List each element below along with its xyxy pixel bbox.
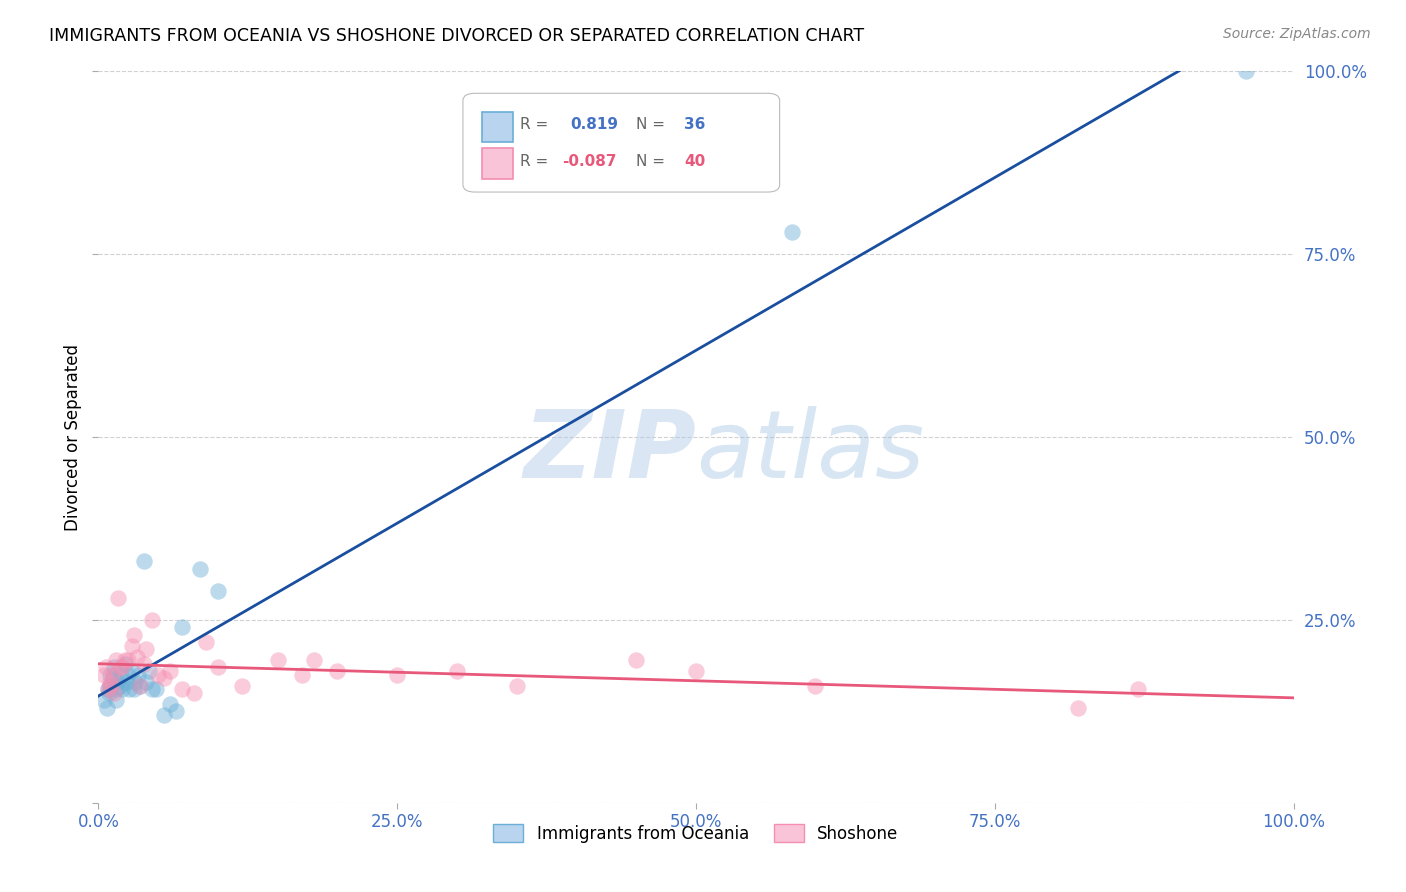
Point: [93, 693, 115, 707]
Point: [326, 664, 349, 678]
Point: [105, 682, 128, 697]
Point: [207, 583, 229, 598]
Point: [124, 627, 146, 641]
Text: 36: 36: [685, 117, 706, 132]
Point: [108, 660, 131, 674]
Point: [132, 554, 155, 568]
Point: [101, 667, 124, 681]
Text: -0.087: -0.087: [562, 153, 617, 169]
Point: [111, 682, 134, 697]
Text: N =: N =: [637, 117, 665, 132]
Point: [267, 653, 290, 667]
FancyBboxPatch shape: [482, 112, 513, 143]
Point: [118, 682, 141, 697]
Point: [117, 667, 139, 681]
Point: [107, 675, 129, 690]
Point: [804, 679, 827, 693]
Point: [780, 225, 803, 239]
Point: [124, 675, 146, 690]
Point: [93, 667, 115, 681]
Text: N =: N =: [637, 153, 665, 169]
Point: [124, 682, 146, 697]
Text: Source: ZipAtlas.com: Source: ZipAtlas.com: [1223, 27, 1371, 41]
Point: [685, 664, 707, 678]
Point: [94, 660, 117, 674]
Point: [97, 682, 120, 697]
Point: [506, 679, 529, 693]
Point: [159, 697, 181, 711]
Text: atlas: atlas: [696, 406, 924, 497]
Point: [626, 653, 648, 667]
FancyBboxPatch shape: [463, 94, 780, 192]
Point: [165, 705, 187, 719]
Point: [121, 639, 143, 653]
Text: 0.819: 0.819: [571, 117, 619, 132]
Point: [141, 682, 163, 697]
Point: [101, 672, 124, 686]
Point: [98, 686, 121, 700]
Point: [117, 653, 139, 667]
Point: [207, 660, 229, 674]
Point: [141, 613, 163, 627]
Point: [115, 675, 138, 690]
Point: [98, 679, 122, 693]
Point: [135, 642, 157, 657]
Point: [98, 679, 122, 693]
Point: [145, 682, 167, 697]
Legend: Immigrants from Oceania, Shoshone: Immigrants from Oceania, Shoshone: [486, 818, 905, 849]
Point: [114, 657, 136, 671]
Point: [159, 664, 181, 678]
Point: [231, 679, 253, 693]
Point: [97, 682, 120, 697]
Point: [127, 667, 149, 681]
Point: [153, 708, 176, 723]
Point: [110, 667, 132, 681]
Point: [96, 700, 118, 714]
Point: [172, 682, 194, 697]
Point: [148, 667, 170, 681]
Point: [172, 620, 194, 634]
Point: [1234, 64, 1257, 78]
Point: [195, 635, 218, 649]
Point: [103, 660, 125, 674]
Point: [138, 664, 160, 678]
Point: [129, 679, 152, 693]
Point: [302, 653, 325, 667]
Point: [105, 653, 128, 667]
Point: [108, 679, 131, 693]
Point: [132, 657, 155, 671]
Text: R =: R =: [520, 153, 548, 169]
Text: R =: R =: [520, 117, 548, 132]
Point: [183, 686, 205, 700]
FancyBboxPatch shape: [482, 148, 513, 179]
Point: [107, 591, 129, 605]
Point: [111, 660, 134, 674]
Text: 40: 40: [685, 153, 706, 169]
Point: [385, 667, 409, 681]
Point: [114, 653, 136, 667]
Point: [129, 679, 152, 693]
Point: [125, 649, 148, 664]
Text: ZIP: ZIP: [523, 406, 696, 498]
Point: [153, 672, 176, 686]
Point: [1067, 700, 1090, 714]
Point: [1128, 682, 1150, 697]
Point: [135, 675, 157, 690]
Point: [188, 562, 211, 576]
Point: [98, 675, 122, 690]
Point: [446, 664, 468, 678]
Point: [121, 664, 143, 678]
Point: [291, 667, 314, 681]
Y-axis label: Divorced or Separated: Divorced or Separated: [63, 343, 82, 531]
Point: [103, 686, 125, 700]
Point: [105, 693, 128, 707]
Text: IMMIGRANTS FROM OCEANIA VS SHOSHONE DIVORCED OR SEPARATED CORRELATION CHART: IMMIGRANTS FROM OCEANIA VS SHOSHONE DIVO…: [49, 27, 865, 45]
Point: [98, 667, 122, 681]
